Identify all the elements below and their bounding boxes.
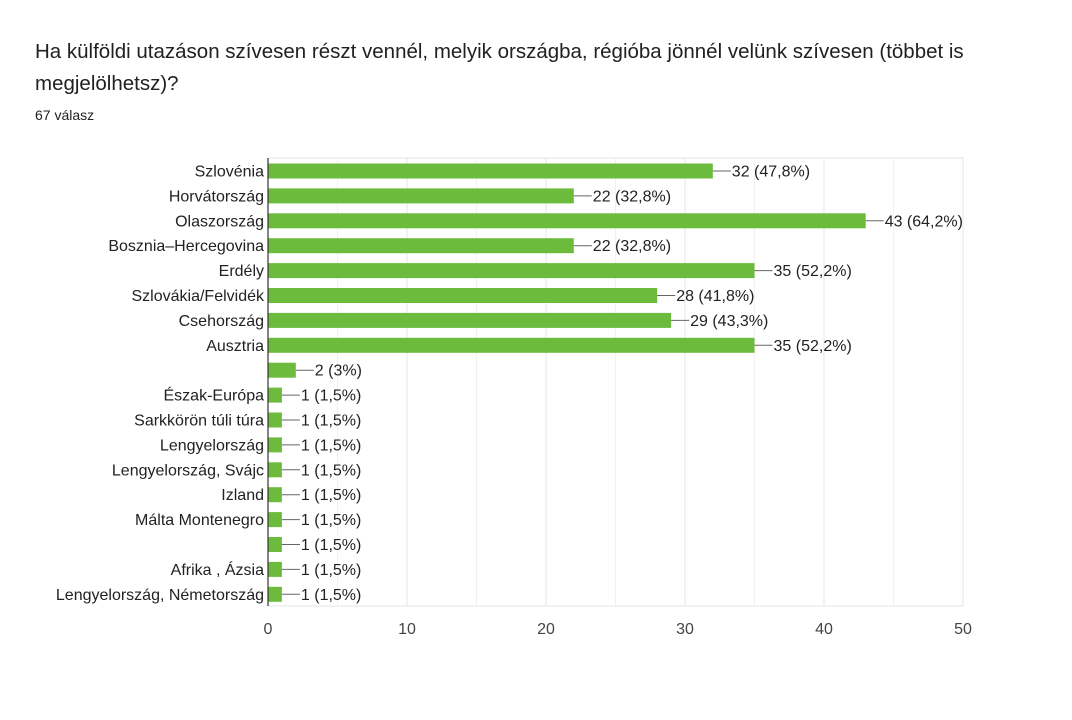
category-label-10: Sarkkörön túli túra [134, 413, 264, 430]
bar-9 [268, 387, 282, 403]
bar-5 [268, 288, 658, 303]
response-count: 67 válasz [35, 107, 95, 123]
data-label-11: 1 (1,5%) [301, 437, 361, 454]
data-label-6: 29 (43,3%) [690, 313, 768, 330]
bar-4 [268, 263, 755, 279]
bar-14 [268, 512, 282, 528]
x-tick-label-4: 40 [815, 621, 833, 638]
data-label-0: 32 (47,8%) [732, 164, 810, 181]
x-tick-label-1: 10 [398, 621, 416, 638]
category-label-17: Lengyelország, Németország [56, 587, 264, 604]
x-tick-label-3: 30 [676, 621, 694, 638]
data-label-2: 43 (64,2%) [885, 213, 963, 230]
category-label-3: Bosznia–Hercegovina [108, 238, 264, 255]
data-label-13: 1 (1,5%) [301, 487, 361, 504]
category-label-6: Csehország [179, 313, 264, 330]
category-label-9: Észak-Európa [164, 386, 265, 405]
bar-8 [268, 362, 296, 378]
bar-13 [268, 487, 282, 503]
question-title: Ha külföldi utazáson szívesen részt venn… [35, 40, 964, 95]
category-label-16: Afrika , Ázsia [171, 560, 264, 579]
bar-3 [268, 238, 574, 254]
bar-1 [268, 188, 574, 204]
category-label-12: Lengyelország, Svájc [112, 462, 264, 479]
category-label-14: Málta Montenegro [135, 512, 264, 529]
bar-17 [268, 586, 282, 602]
category-label-1: Horvátország [169, 188, 264, 205]
category-label-2: Olaszország [175, 213, 264, 230]
bar-0 [268, 163, 713, 179]
bar-6 [268, 312, 672, 328]
category-label-4: Erdély [219, 263, 264, 280]
bar-16 [268, 561, 282, 577]
x-tick-label-2: 20 [537, 621, 555, 638]
data-label-15: 1 (1,5%) [301, 537, 361, 554]
x-tick-label-5: 50 [954, 621, 972, 638]
category-label-7: Ausztria [206, 338, 264, 355]
category-label-5: Szlovákia/Felvidék [132, 288, 266, 305]
bar-7 [268, 337, 755, 353]
data-label-16: 1 (1,5%) [301, 562, 361, 579]
x-tick-label-0: 0 [264, 621, 273, 638]
data-label-4: 35 (52,2%) [774, 263, 852, 280]
data-label-8: 2 (3%) [315, 363, 362, 380]
category-label-0: Szlovénia [195, 164, 264, 181]
category-label-11: Lengyelország [160, 437, 264, 454]
data-label-1: 22 (32,8%) [593, 188, 671, 205]
data-label-10: 1 (1,5%) [301, 413, 361, 430]
bar-10 [268, 412, 282, 428]
data-label-9: 1 (1,5%) [301, 388, 361, 405]
data-label-12: 1 (1,5%) [301, 462, 361, 479]
bar-15 [268, 537, 282, 552]
data-label-17: 1 (1,5%) [301, 587, 361, 604]
bar-11 [268, 437, 282, 453]
data-label-3: 22 (32,8%) [593, 238, 671, 255]
bar-12 [268, 462, 282, 478]
category-label-13: Izland [221, 487, 264, 504]
bar-2 [268, 213, 866, 229]
data-label-5: 28 (41,8%) [676, 288, 754, 305]
data-label-7: 35 (52,2%) [774, 338, 852, 355]
data-label-14: 1 (1,5%) [301, 512, 361, 529]
